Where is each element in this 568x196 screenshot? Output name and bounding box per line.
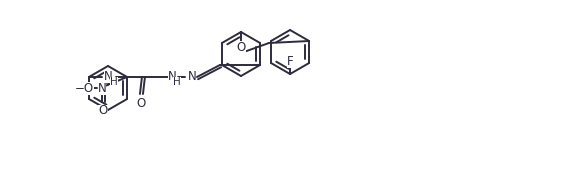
Text: −O: −O <box>74 82 94 94</box>
Text: N: N <box>98 82 106 94</box>
Text: O: O <box>136 96 145 110</box>
Text: H: H <box>110 77 118 87</box>
Text: O: O <box>236 41 245 54</box>
Text: N: N <box>103 70 112 83</box>
Text: +: + <box>104 79 110 87</box>
Text: H: H <box>173 77 181 87</box>
Text: N: N <box>187 70 197 83</box>
Text: F: F <box>287 54 293 67</box>
Text: O: O <box>98 104 108 117</box>
Text: N: N <box>168 70 176 83</box>
